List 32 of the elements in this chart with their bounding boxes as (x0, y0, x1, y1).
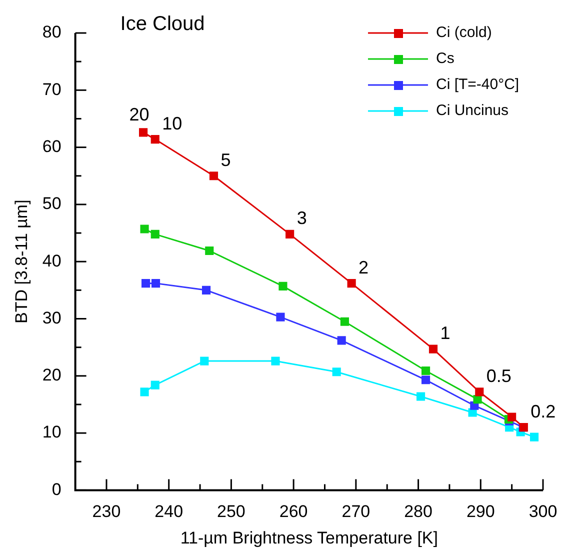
y-tick-label: 10 (42, 422, 62, 442)
x-tick-label: 250 (217, 502, 246, 522)
legend-label: Ci (cold) (436, 24, 492, 42)
x-tick-label: 270 (342, 502, 370, 522)
y-tick-label: 50 (42, 194, 62, 214)
x-tick-label: 240 (154, 502, 184, 522)
x-tick-label: 230 (92, 502, 121, 522)
y-tick-label: 80 (42, 22, 62, 42)
y-tick-label: 20 (42, 366, 62, 385)
y-tick-label: 40 (42, 251, 62, 270)
y-tick-label: 60 (42, 136, 62, 156)
x-axis-title: 11-µm Brightness Temperature [K] (180, 528, 438, 548)
x-tick-label: 260 (279, 502, 308, 522)
y-tick-label: 30 (42, 308, 62, 328)
legend-label: Ci [T=-40°C] (436, 76, 520, 94)
x-tick-label: 290 (466, 502, 495, 522)
y-tick-label: 70 (42, 80, 62, 99)
y-tick-label: 0 (52, 480, 62, 499)
annotation: 20 (129, 104, 150, 124)
legend-label: Cs (436, 50, 454, 68)
annotation: 10 (162, 113, 182, 134)
annotation: 1 (440, 323, 450, 344)
x-tick-label: 280 (404, 502, 432, 522)
annotation: 2 (358, 257, 369, 278)
annotation: 0.2 (530, 401, 556, 422)
y-axis-title: BTD [3.8-11 µm] (12, 200, 31, 324)
annotation: 3 (296, 208, 307, 228)
annotation: 5 (220, 150, 231, 170)
annotation: 0.5 (486, 366, 512, 386)
legend-label: Ci Uncinus (436, 102, 509, 120)
x-tick-label: 300 (528, 502, 558, 522)
chart-title: Ice Cloud (120, 13, 205, 35)
